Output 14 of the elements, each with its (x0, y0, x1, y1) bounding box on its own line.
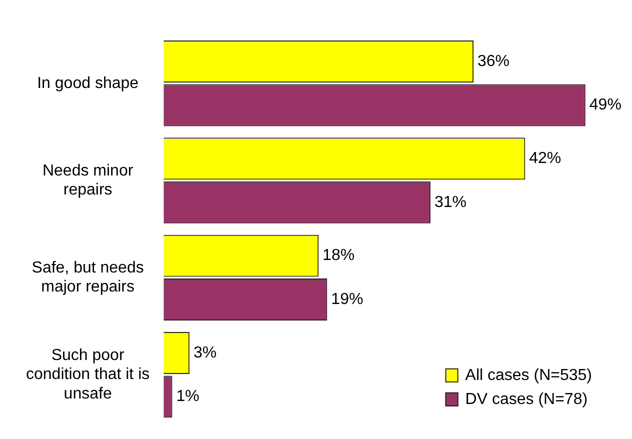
data-label: 31% (434, 194, 466, 211)
data-label: 3% (193, 344, 217, 362)
legend-label: DV cases (N=78) (465, 390, 588, 408)
data-label: 49% (589, 96, 622, 114)
y-tick-label: Safe, but needs major repairs (32, 259, 144, 296)
data-label: 1% (176, 388, 200, 406)
y-tick-label: In good shape (37, 74, 139, 92)
data-label: 18% (322, 247, 355, 264)
legend-label: All cases (N=535) (465, 366, 592, 384)
y-tick-label: Needs minor repairs (42, 162, 134, 199)
data-label: 42% (529, 150, 562, 168)
data-label: 36% (477, 52, 510, 70)
y-tick-label: Such poor condition that it is unsafe (26, 347, 150, 402)
data-label: 19% (331, 290, 364, 308)
